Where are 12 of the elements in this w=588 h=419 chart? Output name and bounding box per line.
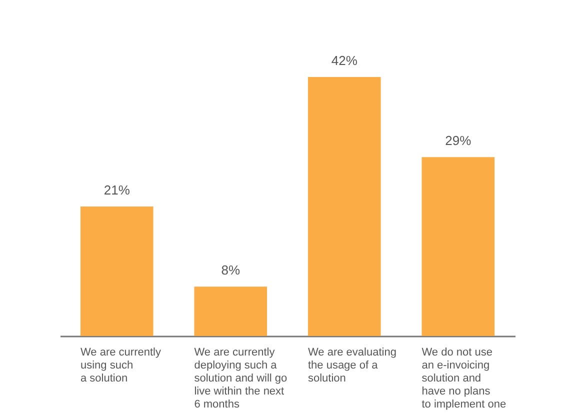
bar [194, 286, 268, 336]
bar [308, 77, 381, 336]
x-tick-label: We are currently using such a solution [80, 346, 162, 384]
data-label: 8% [221, 262, 240, 278]
data-label: 21% [104, 182, 130, 198]
x-tick-label: We do not use an e-invoicing solution and have no plans to implement one [422, 346, 506, 410]
bar [80, 206, 154, 336]
data-label: 29% [445, 133, 472, 148]
x-tick-label: We are evaluating the usage of a solution [308, 346, 396, 384]
x-tick-label: We are currently deploying such a solution and will go live within the next 6 months [194, 346, 288, 410]
bar [422, 157, 495, 336]
data-label: 42% [331, 53, 358, 68]
